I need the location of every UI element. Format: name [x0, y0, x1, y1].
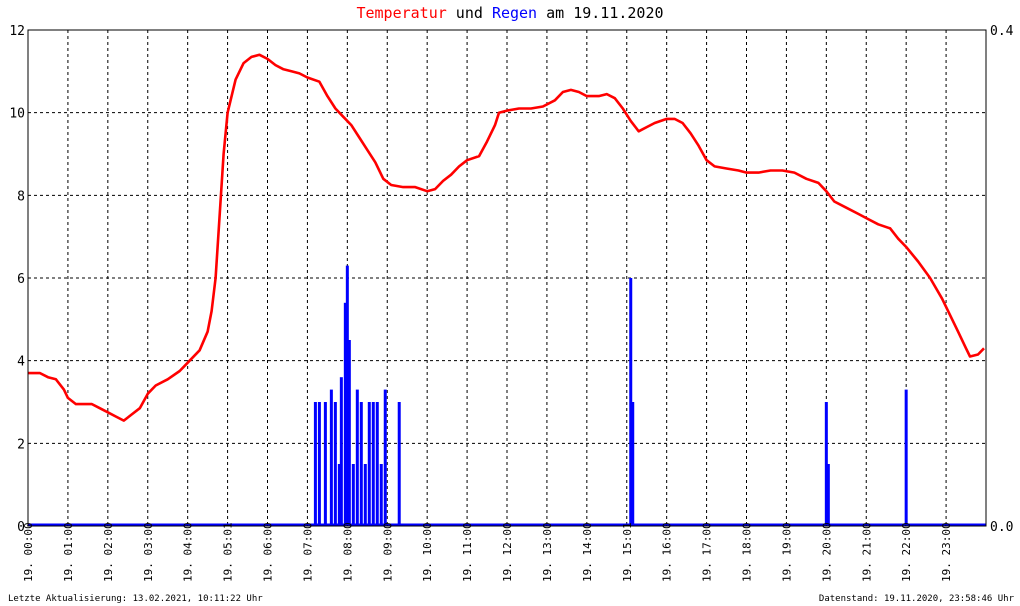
rain-bar — [363, 464, 367, 526]
x-tick-label: 19. 02:00 — [102, 522, 115, 582]
rain-bar — [333, 402, 337, 526]
rain-bar — [343, 302, 347, 526]
x-tick-label: 19. 15:01 — [621, 522, 634, 582]
right-axis-labels: 0.0 0.4 — [990, 24, 1014, 535]
rain-bar — [317, 402, 321, 526]
left-tick-label: 12 — [9, 24, 25, 39]
rain-bar — [631, 402, 635, 526]
right-tick-label: 0.4 — [990, 24, 1014, 39]
x-tick-label: 19. 08:00 — [341, 522, 354, 582]
rain-bar — [313, 402, 317, 526]
rain-bar — [323, 402, 327, 526]
left-tick-label: 2 — [17, 437, 25, 452]
x-tick-label: 19. 18:00 — [741, 522, 754, 582]
chart-title: Temperatur und Regen am 19.11.2020 — [356, 4, 663, 22]
title-und: und — [447, 4, 492, 22]
plot-frame — [27, 29, 987, 527]
left-axis-labels: 0 2 4 6 8 10 12 — [9, 24, 25, 535]
x-tick-label: 19. 04:00 — [182, 522, 195, 582]
x-tick-label: 19. 20:00 — [820, 522, 833, 582]
left-tick-label: 8 — [17, 189, 25, 204]
x-axis-labels: 19. 00:00 19. 01:00 19. 02:00 19. 03:00 19. … — [22, 522, 953, 582]
title-temperatur: Temperatur — [356, 4, 446, 22]
x-tick-label: 19. 11:00 — [461, 522, 474, 582]
footer-last-update: Letzte Aktualisierung: 13.02.2021, 10:11… — [8, 594, 263, 604]
rain-bar — [397, 402, 401, 526]
x-tick-label: 19. 19:00 — [780, 522, 793, 582]
rain-bar — [367, 402, 371, 526]
x-tick-label: 19. 00:00 — [22, 522, 35, 582]
left-tick-label: 10 — [9, 107, 25, 122]
rain-bar — [339, 377, 343, 526]
rain-bar — [824, 402, 828, 526]
x-tick-label: 19. 10:00 — [421, 522, 434, 582]
x-tick-label: 19. 01:00 — [62, 522, 75, 582]
x-tick-label: 19. 06:00 — [262, 522, 275, 582]
rain-bar — [345, 265, 349, 526]
rain-bar — [371, 402, 375, 526]
rain-bar — [355, 389, 359, 526]
left-tick-label: 6 — [17, 272, 25, 287]
x-tick-label: 19. 03:00 — [142, 522, 155, 582]
rain-bar — [351, 464, 355, 526]
grid — [28, 30, 986, 526]
x-tick-label: 19. 21:00 — [860, 522, 873, 582]
title-date: am 19.11.2020 — [537, 4, 663, 22]
rain-bar — [826, 464, 830, 526]
x-tick-label: 19. 23:00 — [940, 522, 953, 582]
x-tick-label: 19. 14:00 — [581, 522, 594, 582]
x-tick-label: 19. 05:01 — [222, 522, 235, 582]
x-tick-label: 19. 07:00 — [301, 522, 314, 582]
rain-bar — [383, 389, 387, 526]
x-tick-label: 19. 22:00 — [900, 522, 913, 582]
rain-series — [28, 265, 986, 527]
left-tick-label: 4 — [17, 355, 25, 370]
rain-bar — [904, 389, 908, 526]
rain-bar — [629, 278, 633, 526]
footer-data-status: Datenstand: 19.11.2020, 23:58:46 Uhr — [819, 594, 1015, 604]
left-tick-label: 0 — [17, 520, 25, 535]
right-tick-label: 0.0 — [990, 520, 1013, 535]
x-tick-label: 19. 13:00 — [541, 522, 554, 582]
rain-bar — [379, 464, 383, 526]
x-tick-label: 19. 09:00 — [381, 522, 394, 582]
rain-bar — [347, 340, 351, 526]
temperature-series-line — [28, 53, 985, 422]
rain-bar — [337, 464, 341, 526]
x-tick-label: 19. 17:00 — [701, 522, 714, 582]
rain-bar — [359, 402, 363, 526]
x-tick-label: 19. 16:00 — [661, 522, 674, 582]
rain-bar — [329, 389, 333, 526]
title-regen: Regen — [492, 4, 537, 22]
rain-bar — [375, 402, 379, 526]
x-tick-label: 19. 12:00 — [501, 522, 514, 582]
